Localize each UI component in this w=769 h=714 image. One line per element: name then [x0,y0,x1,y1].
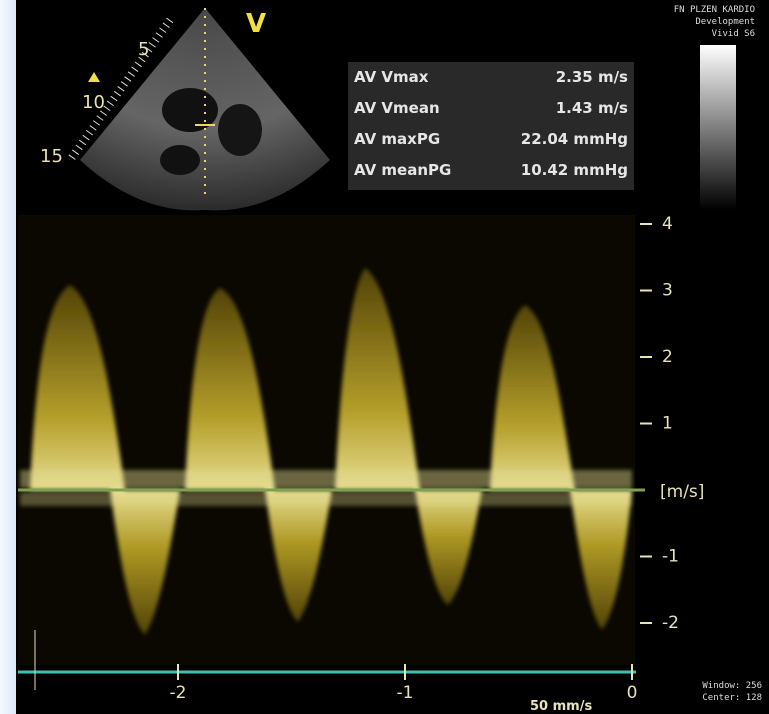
ultrasound-screen: V 5 10 15 AV Vmax2.35 m/sAV Vmean1.43 m/… [0,0,769,714]
echo-chamber [218,104,262,156]
measurement-label: AV meanPG [354,161,451,179]
measurement-label: AV Vmax [354,68,429,86]
window-level: Window: 256 [702,681,762,691]
measurement-label: AV Vmean [354,99,440,117]
depth-label: 10 [82,92,105,113]
wall-signal [20,492,632,506]
velocity-tick-label: -2 [662,613,679,633]
velocity-unit: [m/s] [660,482,704,502]
time-tick-label: -2 [170,683,187,703]
time-tick-label: -1 [397,683,414,703]
depth-label: 5 [138,39,149,60]
left-margin [0,0,16,714]
gray-bar [700,45,736,210]
sweep-speed: 50 mm/s [530,699,592,714]
center-level: Center: 128 [702,693,762,703]
measurement-value: 22.04 mmHg [521,130,628,148]
measurement-label: AV maxPG [354,130,440,148]
view-label: V [246,9,266,39]
depth-label: 15 [40,146,63,167]
device-name: Vivid S6 [712,29,755,39]
measurement-value: 1.43 m/s [556,99,628,117]
wall-signal [20,470,632,488]
velocity-tick-label: 1 [662,414,673,434]
site-name: FN PLZEN KARDIO [674,5,755,15]
velocity-tick-label: 2 [662,347,673,367]
echo-chamber [160,145,200,175]
time-tick-label: 0 [627,683,638,703]
measurement-value: 2.35 m/s [556,68,628,86]
measurement-value: 10.42 mmHg [521,161,628,179]
velocity-tick-label: 4 [662,214,673,234]
velocity-tick-label: 3 [662,281,673,301]
site-note: Development [695,17,755,27]
velocity-tick-label: -1 [662,547,679,567]
